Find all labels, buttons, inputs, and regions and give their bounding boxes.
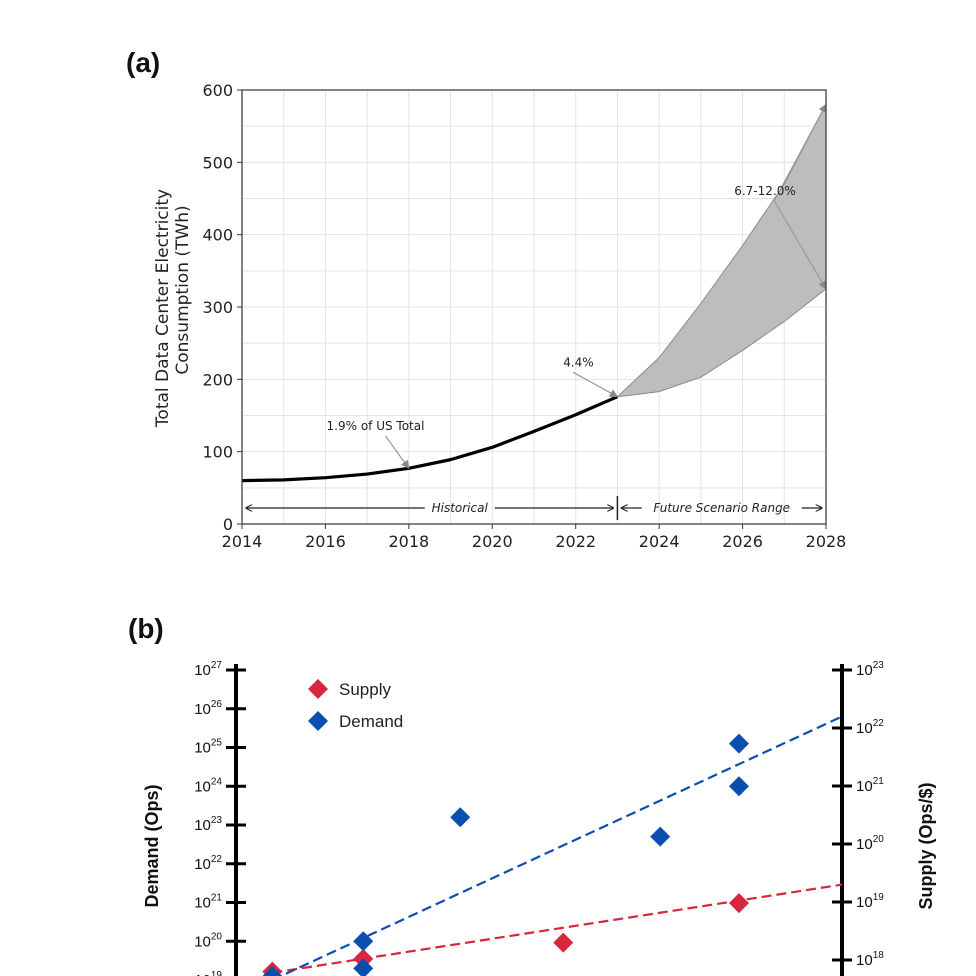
tick-exponent: 24 [211,776,223,787]
demand-legend-label: Demand [339,712,403,731]
supply-legend-marker [308,679,328,699]
annotation-label: 1.9% of US Total [327,419,425,433]
tick-base: 10 [856,720,873,737]
demand-point [353,958,374,976]
y-tick-label: 100 [202,443,233,462]
tick-base: 10 [194,662,211,679]
panel-b-ylabel-right: Supply (Ops/$) [916,782,936,909]
right-tick-label: 1018 [856,950,884,969]
range-label: Future Scenario Range [653,501,790,515]
tick-exponent: 20 [873,834,885,845]
y-tick-label: 0 [223,515,233,534]
tick-base: 10 [194,740,211,757]
tick-exponent: 20 [211,931,223,942]
panel-b-ylabel-left: Demand (Ops) [142,784,162,907]
tick-exponent: 23 [873,660,885,671]
tick-exponent: 27 [211,660,223,671]
annotation-arrow [773,103,827,202]
historical-line [241,395,619,483]
x-tick-label: 2020 [472,532,513,551]
range-label: Historical [432,501,489,515]
demand-point [728,776,749,797]
tick-exponent: 22 [211,854,223,865]
x-tick-label: 2022 [555,532,596,551]
tick-base: 10 [194,701,211,718]
y-tick-label: 300 [202,298,233,317]
panel-a-label: (a) [126,47,160,78]
panel-a-ylabel-line-2: Consumption (TWh) [173,205,193,374]
tick-base: 10 [194,895,211,912]
tick-base: 10 [856,894,873,911]
tick-base: 10 [194,856,211,873]
annotation-arrow [384,435,410,469]
panel-b-chart: (b) 102710261025102410231022102110201019… [128,613,936,976]
panel-b-axes: 1027102610251024102310221021102010191023… [194,660,884,976]
supply-legend-label: Supply [339,680,391,699]
panel-b-legend: Supply Demand [308,679,403,731]
tick-base: 10 [856,778,873,795]
left-tick-label: 1027 [194,660,222,679]
left-tick-label: 1021 [194,893,222,912]
y-tick-label: 200 [202,370,233,389]
tick-base: 10 [856,952,873,969]
left-tick-label: 1019 [194,970,222,976]
right-tick-label: 1019 [856,892,884,911]
x-tick-label: 2014 [222,532,263,551]
left-tick-label: 1020 [194,931,222,950]
tick-exponent: 21 [211,893,223,904]
tick-exponent: 25 [211,738,223,749]
left-tick-label: 1026 [194,699,222,718]
y-tick-label: 500 [202,153,233,172]
tick-base: 10 [856,662,873,679]
demand-point [728,733,749,754]
tick-base: 10 [194,817,211,834]
right-tick-label: 1021 [856,776,884,795]
panel-b-label: (b) [128,613,164,644]
tick-exponent: 19 [211,970,223,976]
y-tick-label: 400 [202,226,233,245]
tick-exponent: 22 [873,718,885,729]
panel-a-chart: (a) 1.9% of US Total 4.4% 6.7-12.0% Histori… [126,47,846,551]
panel-a-axes: 2014 2016 2018 2020 2022 2024 2026 2028 0 100 200 3… [202,81,846,551]
right-tick-label: 1022 [856,718,884,737]
x-tick-label: 2024 [639,532,680,551]
left-tick-label: 1024 [194,776,222,795]
y-tick-label: 600 [202,81,233,100]
tick-base: 10 [194,778,211,795]
annotation-arrow [572,371,619,398]
annotation-label: 6.7-12.0% [734,184,796,198]
supply-point [728,893,749,914]
future-scenario-band [615,104,827,398]
tick-exponent: 26 [211,699,223,710]
x-tick-label: 2018 [388,532,429,551]
demand-point [650,826,671,847]
x-tick-label: 2028 [806,532,847,551]
right-tick-label: 1020 [856,834,884,853]
panel-a-ylabel-line-1: Total Data Center Electricity [153,189,173,428]
demand-point [450,807,471,828]
right-tick-label: 1023 [856,660,884,679]
annotation-label: 4.4% [563,355,594,369]
supply-point [553,932,574,953]
panel-b-marks [262,715,843,976]
tick-base: 10 [856,836,873,853]
left-tick-label: 1025 [194,738,222,757]
left-tick-label: 1022 [194,854,222,873]
tick-exponent: 23 [211,815,223,826]
demand-point [353,931,374,952]
tick-base: 10 [194,933,211,950]
demand-point [262,966,283,976]
left-tick-label: 1023 [194,815,222,834]
demand-legend-marker [308,711,328,731]
annotation-arrow [773,200,827,290]
x-tick-label: 2026 [722,532,763,551]
tick-base: 10 [194,972,211,976]
tick-exponent: 18 [873,950,885,961]
tick-exponent: 19 [873,892,885,903]
x-tick-label: 2016 [305,532,346,551]
tick-exponent: 21 [873,776,885,787]
